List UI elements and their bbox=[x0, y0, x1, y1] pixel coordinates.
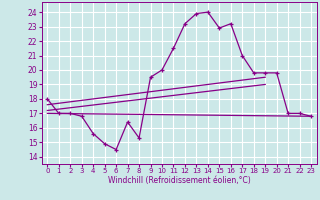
X-axis label: Windchill (Refroidissement éolien,°C): Windchill (Refroidissement éolien,°C) bbox=[108, 176, 251, 185]
